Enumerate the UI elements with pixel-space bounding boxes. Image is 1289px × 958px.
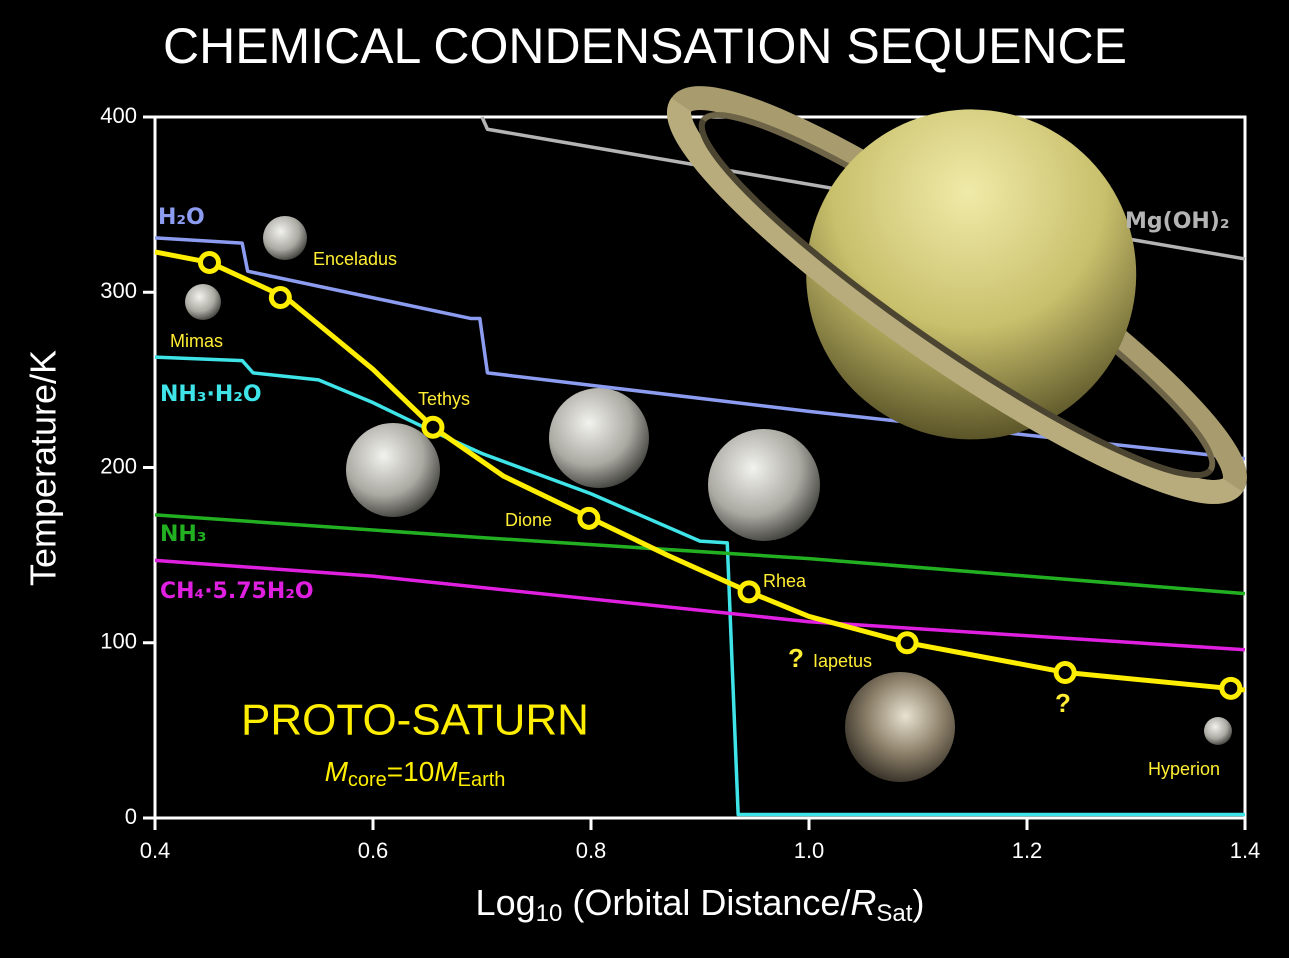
chart-title: CHEMICAL CONDENSATION SEQUENCE	[163, 18, 1127, 74]
moon-label: Mimas	[170, 331, 223, 351]
x-tick-label: 0.6	[358, 838, 389, 863]
moon-label: Iapetus	[813, 651, 872, 671]
moon-label: Hyperion	[1148, 759, 1220, 779]
x-axis-label: Log10 (Orbital Distance/RSat)	[476, 882, 925, 928]
y-tick-label: 300	[100, 278, 137, 303]
moon-marker	[740, 583, 758, 601]
inset-part: M	[325, 756, 349, 787]
x-tick-label: 1.0	[794, 838, 825, 863]
x-tick-label: 1.4	[1230, 838, 1261, 863]
x-tick-label: 0.8	[576, 838, 607, 863]
y-tick-label: 0	[125, 804, 137, 829]
x-tick-label: 0.4	[140, 838, 171, 863]
condensation-line	[155, 515, 1245, 594]
inset-part: core	[348, 769, 387, 791]
series-label: CH₄·5.75H₂O	[160, 579, 314, 604]
x-axis-label-part: (Orbital Distance/	[562, 882, 850, 923]
moon-marker	[1056, 664, 1074, 682]
y-tick-label: 400	[100, 103, 137, 128]
moon-label: Tethys	[418, 389, 470, 409]
series-label: NH₃	[160, 522, 206, 547]
saturn-image	[602, 0, 1289, 600]
moon-marker	[424, 418, 442, 436]
inset-part: Earth	[458, 769, 506, 791]
condensation-line	[155, 357, 1245, 814]
moon-marker	[1222, 679, 1240, 697]
x-axis-label-part: Log	[476, 882, 536, 923]
inset-part: M	[434, 756, 458, 787]
moon-label: Enceladus	[313, 249, 397, 269]
moon-marker	[580, 509, 598, 527]
moon-marker	[271, 289, 289, 307]
chart: CHEMICAL CONDENSATION SEQUENCE Temperatu…	[0, 0, 1289, 958]
x-axis-label-part: 10	[536, 900, 563, 927]
series-label: NH₃·H₂O	[160, 382, 262, 407]
question-mark: ?	[788, 643, 804, 673]
moon-label: Dione	[505, 510, 552, 530]
y-tick-label: 100	[100, 629, 137, 654]
y-tick-label: 200	[100, 453, 137, 478]
moon-marker	[201, 253, 219, 271]
moon-label: Rhea	[763, 571, 807, 591]
series-label: H₂O	[158, 205, 205, 230]
inset-subtitle: Mcore=10MEarth	[325, 756, 506, 791]
y-axis-label: Temperature/K	[23, 350, 64, 586]
moon-marker	[898, 634, 916, 652]
x-tick-label: 1.2	[1012, 838, 1043, 863]
question-mark: ?	[1055, 688, 1071, 718]
x-axis-label-part: Sat	[876, 900, 912, 927]
condensation-line	[155, 560, 1245, 649]
series-label: Mg(OH)₂	[1125, 209, 1230, 234]
x-axis-label-part: R	[850, 882, 876, 923]
x-axis-label-part: )	[912, 882, 924, 923]
inset-part: =10	[387, 756, 435, 787]
inset-title: PROTO-SATURN	[241, 696, 589, 745]
